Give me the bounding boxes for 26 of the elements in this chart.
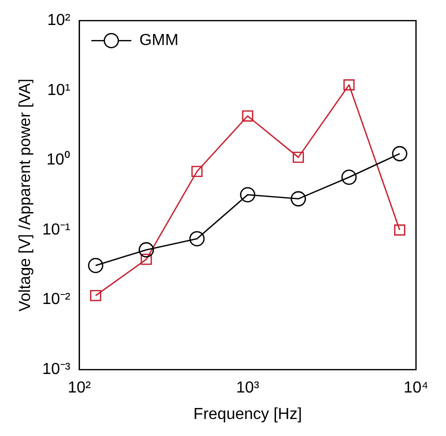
y-tick-label: 10⁰	[46, 150, 70, 169]
point	[394, 224, 406, 236]
x-axis-title: Frequency [Hz]	[193, 406, 302, 423]
legend-label: GMM	[139, 32, 178, 50]
point	[138, 242, 154, 258]
point	[191, 166, 203, 178]
point	[343, 79, 355, 90]
y-tick-label: 10⁻³	[42, 361, 71, 378]
point	[341, 170, 357, 185]
point	[189, 231, 205, 246]
x-tick-label: 10³	[236, 380, 260, 397]
point	[88, 258, 104, 274]
point	[292, 152, 304, 163]
point	[90, 290, 102, 302]
point	[140, 254, 152, 265]
y-tick-label: 10⁻¹	[42, 221, 70, 238]
point	[290, 191, 306, 206]
point	[240, 187, 256, 202]
y-tick-label: 10⁻²	[42, 291, 71, 308]
point	[392, 146, 408, 162]
x-tick-label: 10⁴	[404, 380, 428, 397]
y-axis-title: Voltage [V] /Apparent power [VA]	[17, 78, 34, 312]
x-tick-label: 10²	[68, 380, 92, 397]
y-tick-label: 10²	[47, 12, 71, 30]
y-tick-label: 10¹	[47, 82, 70, 99]
point	[242, 110, 254, 122]
